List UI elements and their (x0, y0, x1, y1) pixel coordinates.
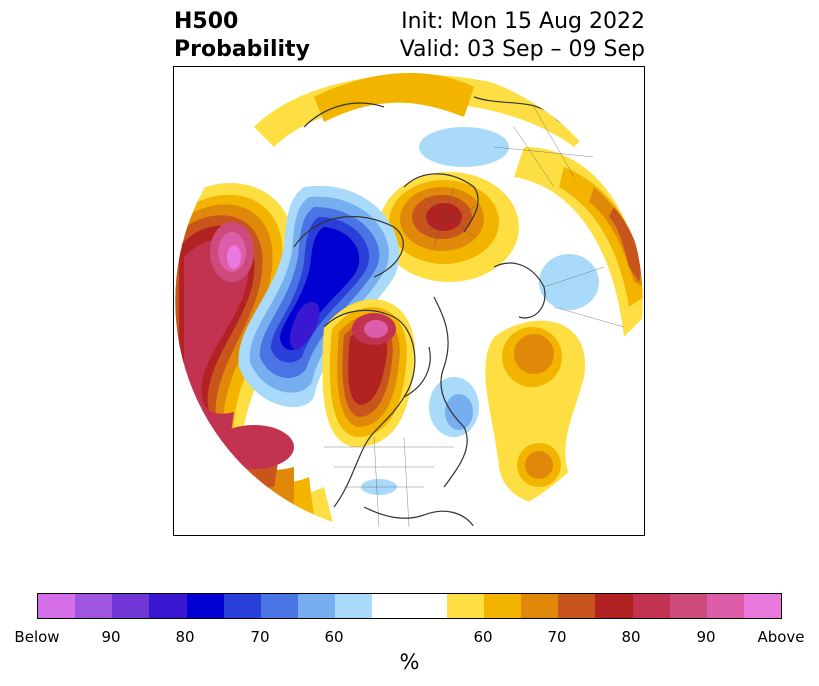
colorbar-swatch (335, 594, 373, 618)
colorbar-swatch (632, 594, 670, 618)
title-line1: H500 (174, 9, 239, 34)
colorbar-tick-label: 70 (547, 628, 567, 646)
colorbar-swatch (706, 594, 744, 618)
colorbar-tick-label: 60 (473, 628, 493, 646)
colorbar-tick-label: 80 (621, 628, 641, 646)
colorbar-tick-label: 90 (696, 628, 716, 646)
arctic-rim-above-shading (254, 73, 594, 147)
title-line2: Probability (174, 37, 310, 62)
colorbar-tick-label: 80 (175, 628, 195, 646)
title-block-left: H500 Probability (174, 8, 310, 64)
colorbar-tick-label: Above (757, 628, 805, 646)
north-atlantic-above-anomaly (485, 320, 586, 505)
colorbar-swatch (669, 594, 707, 618)
colorbar (37, 593, 782, 619)
colorbar-swatch (112, 594, 150, 618)
colorbar-swatch (260, 594, 299, 618)
colorbar-tick-label: Below (14, 628, 60, 646)
init-date-label: Init: Mon 15 Aug 2022 (401, 9, 645, 34)
siberia-below-shading (419, 127, 599, 310)
probability-map (174, 67, 644, 535)
western-canada-above-anomaly (322, 299, 416, 447)
colorbar-swatch (149, 594, 187, 618)
colorbar-tick-label: 90 (101, 628, 121, 646)
colorbar-tick-label: 60 (324, 628, 344, 646)
valid-range-label: Valid: 03 Sep – 09 Sep (399, 37, 645, 62)
colorbar-swatch (446, 594, 484, 618)
colorbar-swatch (409, 594, 447, 618)
colorbar-swatch (38, 594, 76, 618)
colorbar-swatch (298, 594, 336, 618)
colorbar-swatch (595, 594, 633, 618)
map-frame (173, 66, 645, 536)
colorbar-swatch (186, 594, 224, 618)
colorbar-swatch (558, 594, 596, 618)
colorbar-swatch (483, 594, 522, 618)
colorbar-swatch (743, 594, 782, 618)
scandinavia-above-anomaly (379, 172, 519, 282)
colorbar-swatch (75, 594, 113, 618)
title-block-right: Init: Mon 15 Aug 2022 Valid: 03 Sep – 09… (400, 8, 645, 64)
colorbar-swatch (223, 594, 261, 618)
colorbar-unit-label: % (399, 650, 420, 674)
east-above-shading (514, 147, 643, 337)
colorbar-swatch (521, 594, 559, 618)
political-borders (324, 106, 625, 528)
colorbar-swatch (372, 594, 410, 618)
colorbar-tick-label: 70 (250, 628, 270, 646)
alaska-below-anomaly (238, 185, 400, 407)
